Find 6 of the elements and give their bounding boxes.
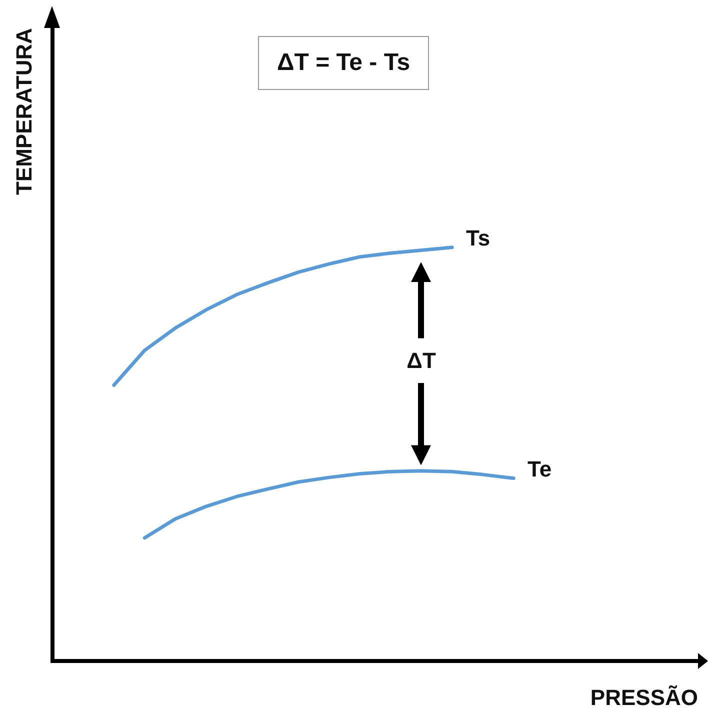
series-label: Te — [528, 456, 552, 482]
y-axis-title: TEMPERATURA — [11, 28, 36, 196]
text: ΔT = Te - Ts — [258, 36, 430, 90]
x-axis-title: PRESSÃO — [590, 684, 698, 710]
annotation: ΔT — [406, 346, 437, 375]
series-label: Ts — [466, 225, 490, 250]
